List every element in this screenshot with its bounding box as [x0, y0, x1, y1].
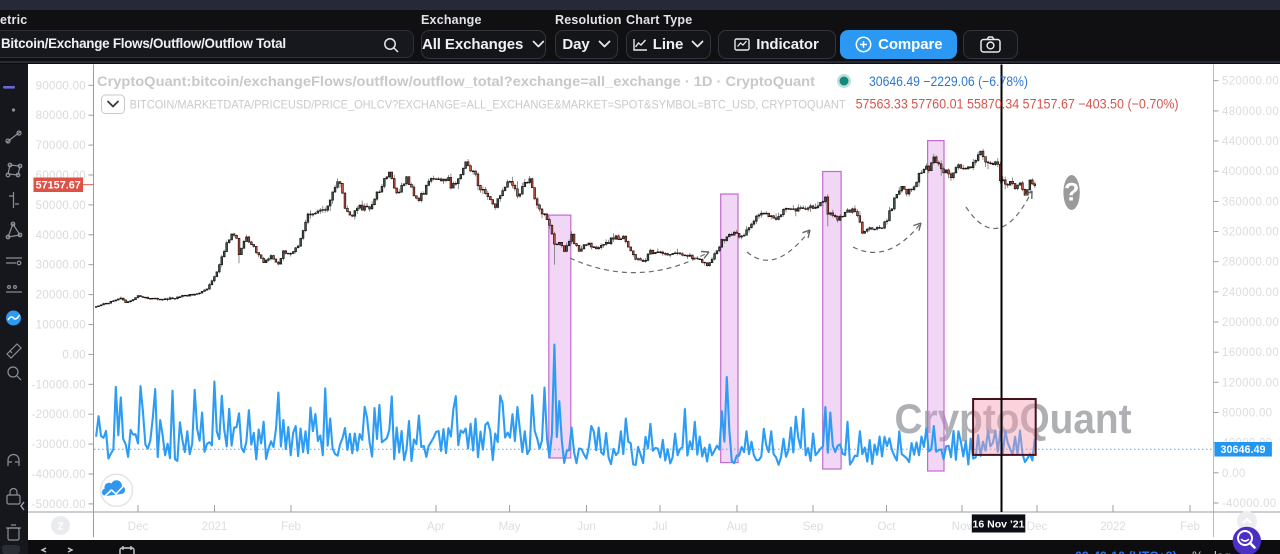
svg-text:90000.00: 90000.00 [36, 80, 86, 92]
svg-text:?: ? [1064, 179, 1079, 207]
svg-text:360000.00: 360000.00 [1222, 196, 1279, 208]
svg-text:%: % [1192, 550, 1203, 554]
svg-text:Dec: Dec [1027, 521, 1048, 533]
svg-text:May: May [499, 521, 521, 533]
svg-text:-30000.00: -30000.00 [32, 439, 87, 451]
svg-text:57157.67: 57157.67 [36, 179, 81, 191]
svg-text:09:49:10 (UTC+2): 09:49:10 (UTC+2) [1075, 550, 1177, 554]
svg-text:Nov: Nov [952, 521, 973, 533]
svg-text:BITCOIN/MARKETDATA/PRICEUSD/PR: BITCOIN/MARKETDATA/PRICEUSD/PRICE_OHLCV?… [130, 98, 847, 112]
svg-text:10000.00: 10000.00 [36, 320, 86, 332]
svg-text:-40000.00: -40000.00 [1222, 498, 1277, 510]
svg-text:30646.49: 30646.49 [1220, 444, 1265, 456]
svg-text:0.00: 0.00 [62, 349, 86, 361]
svg-text:0.00: 0.00 [1222, 468, 1246, 480]
svg-text:-20000.00: -20000.00 [32, 409, 87, 421]
svg-text:CryptoQuant:bitcoin/exchangeFl: CryptoQuant:bitcoin/exchangeFlows/outflo… [97, 74, 816, 89]
svg-text:480000.00: 480000.00 [1222, 106, 1279, 118]
svg-text:Aug: Aug [727, 521, 747, 533]
svg-text:Z: Z [57, 522, 63, 533]
svg-text:200000.00: 200000.00 [1222, 317, 1279, 329]
svg-text:520000.00: 520000.00 [1222, 76, 1279, 88]
svg-text:40000.00: 40000.00 [36, 230, 86, 242]
svg-text:Feb: Feb [1180, 521, 1200, 533]
svg-text:120000.00: 120000.00 [1222, 377, 1279, 389]
svg-text:280000.00: 280000.00 [1222, 257, 1279, 269]
svg-text:80000.00: 80000.00 [36, 110, 86, 122]
svg-text:57563.33 57760.01 55870.34 571: 57563.33 57760.01 55870.34 57157.67 −403… [856, 97, 1179, 112]
svg-text:Sep: Sep [803, 521, 823, 533]
svg-text:log: log [1214, 550, 1231, 554]
svg-text:Jun: Jun [577, 521, 596, 533]
svg-text:Dec: Dec [128, 521, 149, 533]
svg-text:-40000.00: -40000.00 [32, 469, 87, 481]
svg-text:Oct: Oct [878, 521, 897, 533]
svg-text:80000.00: 80000.00 [1222, 408, 1272, 420]
svg-text:Apr: Apr [427, 521, 445, 533]
svg-text:70000.00: 70000.00 [36, 140, 86, 152]
svg-text:160000.00: 160000.00 [1222, 347, 1279, 359]
svg-text:50000.00: 50000.00 [36, 200, 86, 212]
svg-text:30646.49 −2229.06 (−6.78%): 30646.49 −2229.06 (−6.78%) [869, 74, 1028, 89]
svg-text:30000.00: 30000.00 [36, 260, 86, 272]
svg-text:Feb: Feb [281, 521, 301, 533]
svg-text:320000.00: 320000.00 [1222, 227, 1279, 239]
svg-text:-10000.00: -10000.00 [32, 379, 87, 391]
svg-text:440000.00: 440000.00 [1222, 136, 1279, 148]
svg-text:2022: 2022 [1100, 521, 1126, 533]
svg-text:240000.00: 240000.00 [1222, 287, 1279, 299]
svg-text:2021: 2021 [202, 521, 228, 533]
svg-text:20000.00: 20000.00 [36, 290, 86, 302]
svg-text:-50000.00: -50000.00 [32, 499, 87, 511]
svg-text:Jul: Jul [653, 521, 668, 533]
svg-text:16 Nov ’21: 16 Nov ’21 [973, 519, 1025, 531]
svg-text:400000.00: 400000.00 [1222, 166, 1279, 178]
